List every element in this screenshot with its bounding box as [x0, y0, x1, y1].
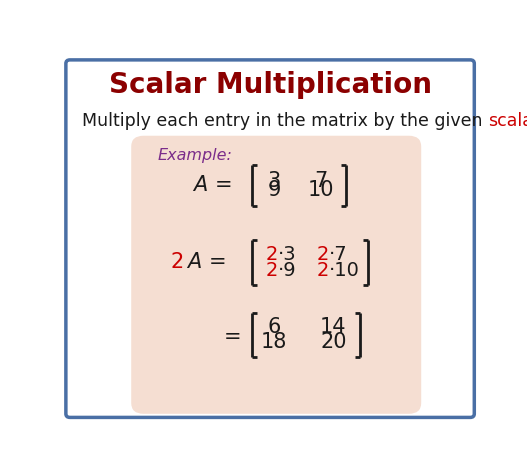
- Text: $A\,=$: $A\,=$: [187, 252, 227, 272]
- Text: 6: 6: [268, 317, 281, 337]
- Text: 2: 2: [317, 261, 329, 280]
- Text: ·10: ·10: [329, 261, 360, 280]
- Text: 3: 3: [268, 171, 281, 191]
- Text: Example:: Example:: [158, 148, 232, 163]
- Text: ·7: ·7: [329, 245, 348, 265]
- Text: 20: 20: [320, 333, 347, 352]
- Text: $=$: $=$: [219, 325, 240, 345]
- Text: Scalar Multiplication: Scalar Multiplication: [109, 71, 432, 99]
- Text: scalar.: scalar.: [488, 112, 527, 130]
- FancyBboxPatch shape: [66, 60, 474, 417]
- Text: ·3: ·3: [278, 245, 297, 265]
- Text: $2$: $2$: [170, 252, 183, 272]
- FancyBboxPatch shape: [131, 136, 421, 414]
- Text: Multiply each entry in the matrix by the given: Multiply each entry in the matrix by the…: [82, 112, 488, 130]
- Text: 14: 14: [320, 317, 347, 337]
- Text: ·9: ·9: [278, 261, 297, 280]
- Text: 10: 10: [308, 180, 335, 200]
- Text: 2: 2: [266, 261, 278, 280]
- Text: 2: 2: [317, 245, 329, 265]
- Text: 7: 7: [315, 171, 328, 191]
- Text: 18: 18: [261, 333, 287, 352]
- Text: $A\,=$: $A\,=$: [192, 175, 233, 196]
- Text: 9: 9: [268, 180, 281, 200]
- Text: 2: 2: [266, 245, 278, 265]
